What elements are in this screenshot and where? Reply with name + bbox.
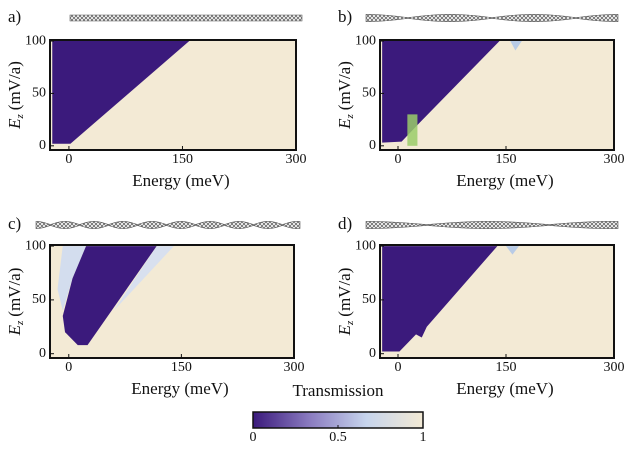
plot-frame — [49, 39, 297, 151]
panel-label: b) — [338, 7, 352, 26]
colorbar-tick-label: 1 — [420, 430, 427, 445]
x-tick-label: 0 — [395, 152, 402, 167]
y-tick-label: 0 — [369, 346, 376, 361]
colorbar-tick-label: 0.5 — [329, 430, 347, 445]
x-axis-label: Energy (meV) — [132, 171, 229, 190]
x-axis-label: Energy (meV) — [456, 171, 553, 190]
y-tick-label: 0 — [39, 138, 46, 153]
x-tick-label: 300 — [286, 152, 307, 167]
x-tick-label: 300 — [604, 152, 625, 167]
transmission-region — [506, 246, 519, 255]
nanowire — [365, 221, 619, 229]
y-tick-label: 50 — [362, 86, 376, 101]
y-axis-label: Ez (mV/a) — [5, 61, 26, 130]
x-tick-label: 0 — [65, 152, 72, 167]
y-label-symbol: E — [335, 324, 354, 336]
panel: a) 0 150 300 0 50 100 Energy (meV) Ez (mV/a) — [5, 7, 307, 190]
plot-frame — [49, 244, 295, 359]
plot-frame — [379, 244, 615, 359]
x-tick-label: 0 — [395, 360, 402, 375]
nanowire — [365, 14, 619, 22]
y-axis-label: Ez (mV/a) — [335, 61, 356, 130]
panel: d) 0 150 300 0 50 100 Energy (meV) Ez (mV/a) — [335, 214, 625, 398]
transmission-region — [510, 41, 522, 51]
y-label-subscript: z — [344, 113, 356, 119]
y-tick-label: 0 — [39, 346, 46, 361]
transmission-region — [113, 246, 174, 311]
y-label-unit: (mV/a) — [335, 268, 354, 317]
plot-area — [57, 246, 174, 346]
y-label-symbol: E — [5, 324, 24, 336]
y-tick-label: 100 — [25, 33, 46, 48]
panel: b) 0 150 300 0 50 100 Energy (meV) Ez (mV/a) — [335, 7, 625, 190]
y-tick-label: 100 — [355, 33, 376, 48]
y-axis-label: Ez (mV/a) — [5, 268, 26, 337]
panel-label: d) — [338, 214, 352, 233]
y-label-subscript: z — [344, 320, 356, 326]
x-tick-label: 150 — [171, 360, 192, 375]
panel-label: c) — [8, 214, 21, 233]
y-tick-label: 50 — [32, 292, 46, 307]
x-tick-label: 300 — [284, 360, 305, 375]
transmission-region — [52, 41, 190, 144]
y-label-subscript: z — [14, 113, 26, 119]
x-tick-label: 0 — [65, 360, 72, 375]
y-label-symbol: E — [5, 118, 24, 130]
highlight-box — [407, 114, 418, 146]
y-label-subscript: z — [14, 320, 26, 326]
nanowire — [69, 14, 303, 22]
y-axis-label: Ez (mV/a) — [335, 268, 356, 337]
x-tick-label: 150 — [172, 152, 193, 167]
plot-area — [52, 41, 190, 144]
transmission-region — [57, 246, 87, 311]
x-axis-label: Energy (meV) — [131, 379, 228, 398]
y-tick-label: 50 — [32, 86, 46, 101]
transmission-region — [382, 246, 498, 352]
panel: c) 0 150 300 0 50 100 Energy (meV) Ez (mV/a) — [5, 214, 305, 398]
transmission-region — [62, 246, 157, 346]
y-tick-label: 0 — [369, 138, 376, 153]
y-tick-label: 50 — [362, 292, 376, 307]
panel-label: a) — [8, 7, 21, 26]
y-label-symbol: E — [335, 118, 354, 130]
y-label-unit: (mV/a) — [335, 61, 354, 110]
colorbar-tick-label: 0 — [250, 430, 257, 445]
x-tick-label: 300 — [604, 360, 625, 375]
nanowire — [35, 221, 301, 229]
y-tick-label: 100 — [355, 238, 376, 253]
plot-frame — [379, 39, 615, 151]
y-label-unit: (mV/a) — [5, 268, 24, 317]
y-tick-label: 100 — [25, 238, 46, 253]
x-tick-label: 150 — [496, 152, 517, 167]
x-tick-label: 150 — [496, 360, 517, 375]
y-label-unit: (mV/a) — [5, 61, 24, 110]
plot-area — [382, 246, 519, 352]
plot-area — [382, 41, 522, 146]
colorbar-title: Transmission — [292, 381, 384, 400]
x-axis-label: Energy (meV) — [456, 379, 553, 398]
